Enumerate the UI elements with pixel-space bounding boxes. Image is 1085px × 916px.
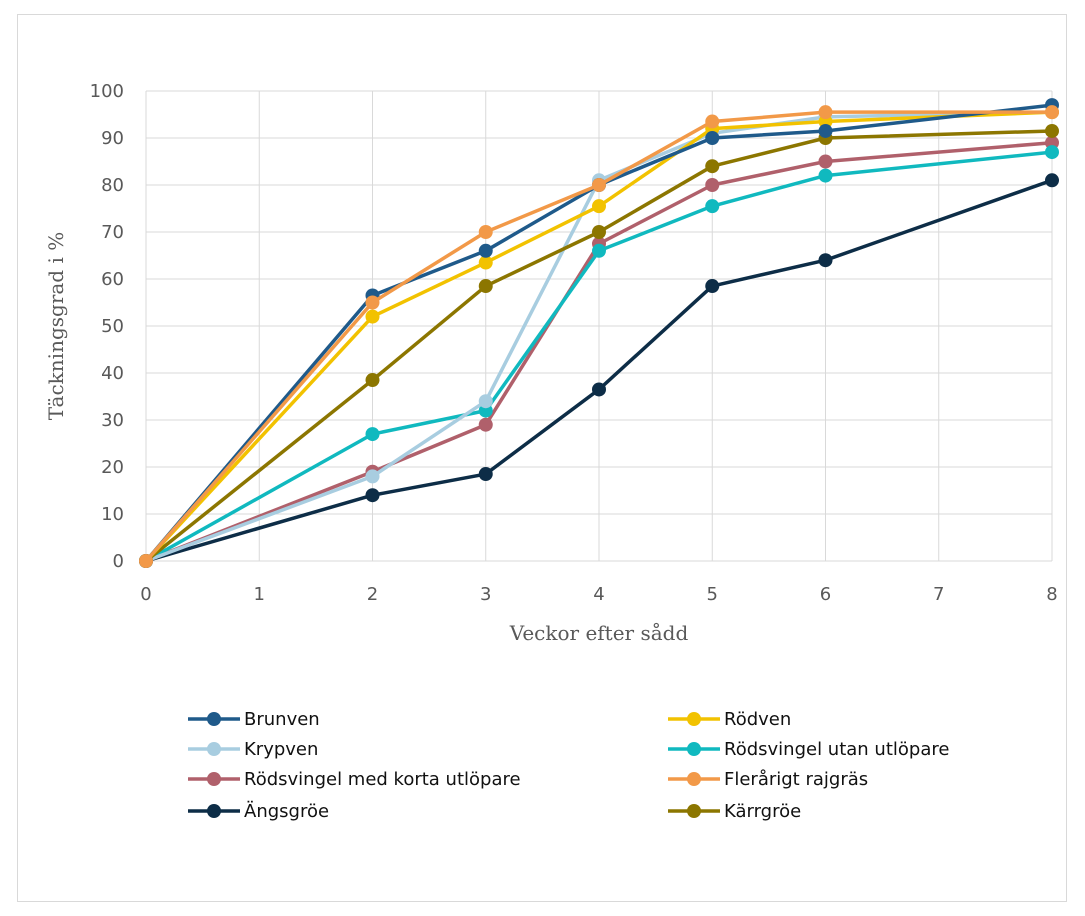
- legend-label: Kärrgröe: [724, 801, 801, 822]
- x-tick-label: 1: [254, 584, 265, 605]
- y-axis-title: Täckningsgrad i %: [44, 232, 68, 420]
- y-tick-label: 0: [113, 551, 124, 572]
- legend-marker: [207, 742, 221, 756]
- x-tick-label: 3: [480, 584, 491, 605]
- x-axis-title: Veckor efter sådd: [509, 621, 689, 645]
- series-5: [139, 105, 1059, 568]
- data-point: [478, 243, 493, 258]
- data-point: [1045, 173, 1059, 188]
- data-point: [818, 154, 833, 169]
- legend-item: Flerårigt rajgräs: [668, 769, 868, 790]
- data-point: [478, 417, 493, 432]
- x-tick-label: 2: [367, 584, 378, 605]
- data-point: [705, 199, 720, 214]
- data-point: [592, 382, 606, 397]
- legend-label: Ängsgröe: [244, 801, 329, 822]
- data-point: [592, 199, 606, 214]
- legend-label: Rödsvingel utan utlöpare: [724, 739, 949, 760]
- legend-marker: [207, 772, 221, 786]
- data-point: [478, 467, 493, 482]
- data-point: [365, 469, 380, 484]
- x-tick-label: 5: [707, 584, 718, 605]
- legend-marker: [207, 804, 221, 818]
- data-point: [705, 114, 720, 129]
- y-tick-label: 70: [101, 222, 124, 243]
- legend-label: Krypven: [244, 739, 318, 760]
- data-point: [705, 159, 720, 174]
- legend-item: Kärrgröe: [668, 801, 801, 822]
- legend-marker: [687, 742, 701, 756]
- legend-item: Krypven: [188, 739, 318, 760]
- x-tick-label: 6: [820, 584, 831, 605]
- legend-marker: [207, 712, 221, 726]
- data-point: [818, 105, 833, 120]
- legend-label: Rödven: [724, 709, 791, 730]
- data-point: [1045, 123, 1059, 138]
- y-tick-label: 100: [90, 81, 124, 102]
- legend-label: Flerårigt rajgräs: [724, 769, 868, 790]
- y-tick-label: 40: [101, 363, 124, 384]
- legend-marker: [687, 772, 701, 786]
- x-tick-label: 4: [593, 584, 604, 605]
- data-point: [139, 554, 153, 568]
- data-point: [818, 123, 833, 138]
- legend-item: Ängsgröe: [188, 801, 329, 822]
- data-point: [365, 373, 380, 388]
- legend-label: Rödsvingel med korta utlöpare: [244, 769, 521, 790]
- y-tick-label: 50: [101, 316, 124, 337]
- data-point: [478, 279, 493, 294]
- x-tick-label: 7: [933, 584, 944, 605]
- legend-label: Brunven: [244, 709, 320, 730]
- y-tick-label: 80: [101, 175, 124, 196]
- y-axis-ticks: 0 10 20 30 40 50 60 70 80 90 100: [90, 81, 124, 572]
- data-point: [365, 427, 380, 442]
- y-tick-label: 90: [101, 128, 124, 149]
- data-point: [365, 309, 380, 324]
- y-tick-label: 30: [101, 410, 124, 431]
- data-point: [592, 243, 606, 258]
- data-point: [818, 253, 833, 268]
- legend-marker: [687, 712, 701, 726]
- y-tick-label: 60: [101, 269, 124, 290]
- y-tick-label: 10: [101, 504, 124, 525]
- x-tick-label: 8: [1046, 584, 1057, 605]
- data-point: [818, 168, 833, 183]
- data-point: [592, 178, 606, 192]
- data-point: [478, 394, 493, 409]
- x-axis-ticks: 0 1 2 3 4 5 6 7 8: [140, 584, 1057, 605]
- data-point: [592, 225, 606, 239]
- legend-item: Rödsvingel med korta utlöpare: [188, 769, 521, 790]
- legend-item: Brunven: [188, 709, 320, 730]
- legend-item: Rödsvingel utan utlöpare: [668, 739, 949, 760]
- data-point: [705, 279, 720, 294]
- x-tick-label: 0: [140, 584, 151, 605]
- data-point: [365, 488, 380, 503]
- legend-item: Rödven: [668, 709, 791, 730]
- data-point: [1045, 145, 1059, 160]
- data-point: [705, 131, 720, 145]
- gridlines: [145, 90, 1053, 562]
- legend: Brunven Rödven Krypven Rödsvingel utan utlö…: [188, 709, 949, 822]
- chart-frame: 0 1 2 3 4 5 6 7 8 0 10 20 30 40 50 60 70 80 90 100 Veckor …: [17, 14, 1067, 902]
- data-point: [365, 295, 380, 310]
- series-group: [139, 98, 1059, 568]
- line-chart: 0 1 2 3 4 5 6 7 8 0 10 20 30 40 50 60 70 80 90 100 Veckor …: [44, 81, 1059, 822]
- data-point: [1045, 105, 1059, 120]
- y-tick-label: 20: [101, 457, 124, 478]
- data-point: [705, 178, 720, 192]
- legend-marker: [687, 804, 701, 818]
- data-point: [478, 225, 493, 239]
- data-point: [478, 255, 493, 270]
